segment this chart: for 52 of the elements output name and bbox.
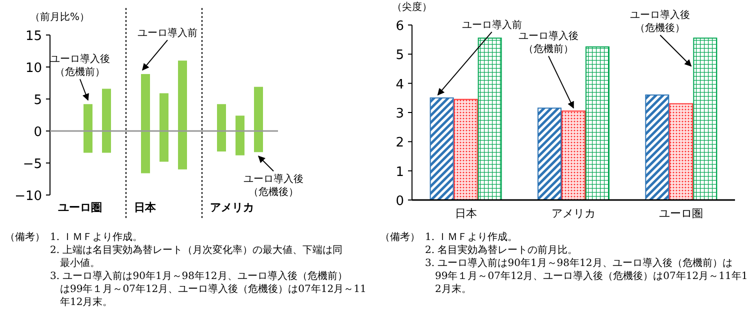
text: 3. ユーロ導入前は90年1月～98年12月、ユーロ導入後（危機前）は99年１月～07年12月、ユーロ導入後（危機後）は07年12月～11年12月末。: [425, 257, 748, 295]
bar: [430, 97, 454, 200]
y-tick-label: 4: [396, 77, 404, 92]
text: ユーロ導入前: [462, 18, 522, 31]
x-tick-label: 日本: [454, 207, 477, 220]
y-axis-title: （尖度）: [392, 1, 432, 13]
y-tick-label: 2: [396, 136, 404, 151]
y-axis-title: （前月比%）: [30, 11, 90, 23]
bar: [102, 88, 111, 153]
bar: [454, 98, 478, 200]
y-tick-label: 5: [396, 48, 404, 64]
y-tick-label: 5: [34, 93, 42, 108]
bar: [236, 116, 244, 156]
text: （備考）: [5, 231, 45, 243]
text: 2. 名目実効為替レートの前月比。: [425, 244, 578, 256]
bar: [645, 94, 670, 200]
x-tick-label: アメリカ: [210, 201, 254, 214]
y-tick-label: 6: [396, 19, 404, 34]
y-tick-label: 15: [25, 29, 42, 44]
bar: [84, 104, 92, 153]
bar: [669, 103, 694, 200]
text: 2. 上端は名目実効為替レート（月次変化率）の最大値、下端は同最小値。: [50, 244, 343, 269]
x-tick-label: ユーロ圏: [58, 201, 102, 214]
text: （備考）: [380, 231, 420, 243]
bar: [586, 46, 610, 200]
series-label: ユーロ導入後（危機後）: [630, 9, 690, 34]
x-tick-label: 日本: [134, 201, 157, 214]
bar: [254, 86, 263, 152]
y-tick-label: −5: [22, 157, 42, 172]
text: ユーロ導入後（危機後）: [244, 173, 304, 198]
text: 3. ユーロ導入前は90年1月～98年12月、ユーロ導入後（危機前）は99年１月～07年12月、ユーロ導入後（危機後）は07年12月～11年12月末。: [50, 270, 366, 308]
text: ユーロ導入前: [138, 27, 198, 40]
y-tick-label: 3: [396, 106, 404, 122]
bar: [160, 93, 168, 162]
text: ユーロ導入後（危機前）: [50, 53, 110, 78]
bar: [478, 38, 502, 200]
text: 1. ＩＭＦより作成。: [50, 231, 143, 243]
y-tick-label: 10: [25, 61, 42, 76]
bar: [141, 74, 150, 174]
bar: [538, 108, 562, 200]
y-tick-label: −10: [14, 189, 42, 204]
bar: [178, 60, 187, 170]
y-tick-label: 0: [34, 125, 42, 140]
bar: [562, 110, 586, 200]
text: ユーロ導入後（危機前）: [518, 30, 578, 56]
x-tick-label: ユーロ圏: [659, 207, 704, 220]
y-tick-label: 0: [396, 194, 404, 209]
x-tick-label: アメリカ: [552, 207, 596, 220]
bar: [693, 38, 718, 200]
y-tick-label: 1: [396, 164, 404, 180]
text: 1. ＩＭＦより作成。: [425, 231, 518, 243]
bar: [217, 104, 226, 152]
